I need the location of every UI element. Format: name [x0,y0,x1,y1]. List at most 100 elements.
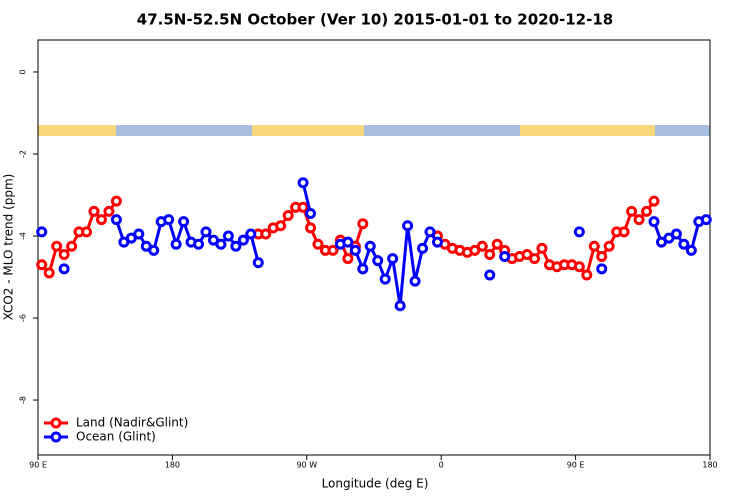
point [573,261,585,273]
point [163,214,175,226]
point [529,253,541,265]
point [424,226,436,238]
y-tick-label: -4 [19,232,28,240]
point [678,238,690,250]
land-strip [252,125,364,136]
point [596,251,608,263]
point [193,238,205,250]
series [36,177,712,312]
point [200,226,212,238]
legend-marker [50,417,62,429]
point [81,226,93,238]
point [178,216,190,228]
point [379,273,391,285]
point [618,226,630,238]
point [499,251,511,263]
point [305,222,317,234]
plot-frame [37,39,711,456]
point [431,236,443,248]
legend-label: Ocean (Glint) [76,430,156,444]
point [342,236,354,248]
y-tick-label: 0 [19,69,28,74]
point [685,244,697,256]
point [252,257,264,269]
x-tick-label: 180 [165,461,180,470]
point [402,220,414,232]
point [476,240,488,252]
point [484,269,496,281]
chart-title: 47.5N-52.5N October (Ver 10) 2015-01-01 … [137,11,613,29]
point [581,269,593,281]
point [245,228,257,240]
point [357,218,369,230]
point [327,244,339,256]
point [282,210,294,222]
x-tick-label: 90 W [296,461,317,470]
land-mask-strip [38,125,710,136]
point [603,240,615,252]
point [305,207,317,219]
y-tick-label: -8 [19,396,28,404]
point [103,205,115,217]
point [491,238,503,250]
land-strip [38,125,116,136]
point [43,267,55,279]
point [364,240,376,252]
point [648,195,660,207]
point [58,263,70,275]
point [36,226,48,238]
point [596,263,608,275]
series-line [114,182,707,306]
point [215,238,227,250]
point [110,195,122,207]
point [51,240,63,252]
point [58,248,70,260]
point [148,244,160,256]
x-tick-label: 90 E [567,461,585,470]
point [342,253,354,265]
point [484,248,496,260]
point [626,205,638,217]
point [573,226,585,238]
point [670,228,682,240]
point [222,230,234,242]
point [387,253,399,265]
point [297,201,309,213]
land-strip [520,125,655,136]
y-axis-label: XCO2 - MLO trend (ppm) [2,174,16,321]
x-tick-label: 180 [702,461,717,470]
point [66,240,78,252]
point [275,220,287,232]
x-tick-label: 90 E [29,461,47,470]
point [297,177,309,189]
point [237,234,249,246]
point [36,259,48,271]
ocean-strip [38,125,710,136]
x-tick-label: 0 [439,461,444,470]
point [394,300,406,312]
point [372,255,384,267]
y-tick-label: -6 [19,314,28,322]
point [133,228,145,240]
point [260,228,272,240]
point [536,242,548,254]
point [700,214,712,226]
point [170,238,182,250]
point [409,275,421,287]
point [417,242,429,254]
legend-label: Land (Nadir&Glint) [76,416,188,430]
point [110,214,122,226]
point [357,263,369,275]
legend-marker [50,431,62,443]
point [588,240,600,252]
point [641,205,653,217]
point [230,240,242,252]
x-axis-label: Longitude (deg E) [322,477,429,491]
point [95,214,107,226]
point [88,205,100,217]
point [349,244,361,256]
point [312,238,324,250]
series [36,195,660,281]
